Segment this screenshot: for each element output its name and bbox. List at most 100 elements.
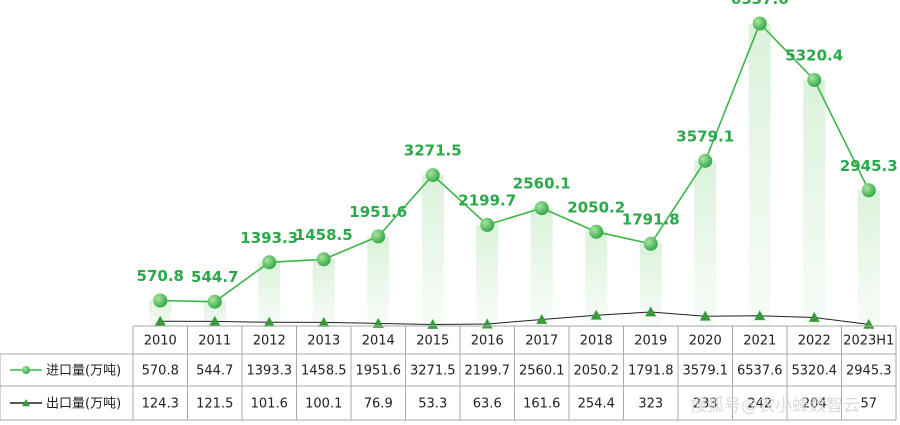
data-label: 2199.7: [458, 191, 516, 209]
marker: [316, 252, 331, 267]
bar: [203, 301, 226, 327]
table-cell: 57: [860, 397, 877, 412]
marker: [153, 293, 168, 308]
bar: [585, 231, 608, 327]
table-cell: 1951.6: [356, 364, 402, 379]
data-label: 544.7: [191, 268, 238, 286]
marker: [589, 224, 604, 239]
table-cell: 76.9: [364, 397, 393, 412]
marker: [590, 309, 602, 320]
table-cell: 161.6: [523, 397, 560, 412]
data-label: 5320.4: [785, 46, 843, 64]
marker: [536, 313, 548, 324]
bar: [530, 208, 553, 327]
table-cell: 242: [747, 397, 772, 412]
x-tick-label: 2015: [416, 334, 449, 349]
marker: [698, 153, 713, 168]
table-cell: 124.3: [142, 397, 179, 412]
x-tick-label: 2021: [743, 334, 776, 349]
table-cell: 204: [802, 397, 827, 412]
bar: [694, 160, 717, 327]
table-cell: 1791.8: [628, 364, 674, 379]
bar: [748, 23, 771, 328]
marker: [643, 236, 658, 251]
marker: [209, 315, 221, 326]
data-label: 2560.1: [513, 175, 571, 193]
table-cell: 6537.6: [737, 364, 783, 379]
table-cell: 544.7: [196, 364, 233, 379]
marker: [425, 168, 440, 183]
marker: [262, 255, 277, 270]
x-tick-label: 2013: [307, 334, 340, 349]
table-cell: 2199.7: [465, 364, 511, 379]
marker: [645, 306, 657, 317]
data-label: 2050.2: [567, 198, 625, 216]
table-cell: 323: [638, 397, 663, 412]
bar: [421, 175, 444, 327]
table-cell: 53.3: [418, 397, 447, 412]
table-cell: 2050.2: [574, 364, 620, 379]
series-line: [160, 22, 870, 303]
bar: [857, 190, 880, 327]
series-line: [160, 311, 869, 326]
table-cell: 233: [693, 397, 718, 412]
table-cell: 1458.5: [301, 364, 347, 379]
bar: [312, 259, 335, 327]
table-cell: 100.1: [305, 397, 342, 412]
table-cell: 3579.1: [683, 364, 729, 379]
bar: [639, 243, 662, 327]
marker: [480, 217, 495, 232]
table-cell: 101.6: [251, 397, 288, 412]
data-label: 2945.3: [840, 157, 898, 175]
data-label: 570.8: [137, 267, 184, 285]
marker: [808, 312, 820, 322]
legend-marker: [22, 366, 30, 374]
marker: [861, 183, 876, 198]
data-label: 1393.3: [240, 229, 298, 247]
marker: [372, 317, 384, 328]
x-tick-label: 2010: [144, 334, 177, 349]
table-cell: 3271.5: [410, 364, 456, 379]
marker: [318, 316, 330, 327]
table-cell: 254.4: [578, 397, 615, 412]
x-tick-label: 2012: [253, 334, 286, 349]
x-tick-label: 2017: [525, 334, 558, 349]
marker: [752, 16, 767, 31]
x-tick-label: 2014: [362, 334, 395, 349]
table-cell: 5320.4: [792, 364, 838, 379]
table-cell: 570.8: [142, 364, 179, 379]
marker: [154, 315, 166, 326]
marker: [263, 316, 275, 327]
legend-label: 进口量(万吨): [46, 364, 121, 379]
bar: [149, 300, 172, 327]
data-label: 1791.8: [622, 210, 680, 228]
data-label: 1458.5: [295, 226, 353, 244]
marker: [699, 310, 711, 321]
x-tick-label: 2011: [198, 334, 231, 349]
bar: [803, 79, 826, 327]
table-cell: 1393.3: [247, 364, 293, 379]
x-tick-label: 2019: [634, 334, 667, 349]
table-cell: 2945.3: [846, 364, 892, 379]
marker: [754, 310, 766, 321]
marker: [534, 201, 549, 216]
data-label: 6537.6: [731, 0, 789, 8]
data-label: 3271.5: [404, 142, 462, 160]
x-tick-label: 2016: [471, 334, 504, 349]
marker: [207, 294, 222, 309]
watermark: 搜狐号@农小蜂数智云: [690, 396, 860, 416]
data-label: 3579.1: [676, 127, 734, 145]
bar: [476, 224, 499, 327]
x-tick-label: 2022: [798, 334, 831, 349]
legend-label: 出口量(万吨): [46, 397, 121, 412]
table-cell: 2560.1: [519, 364, 565, 379]
x-tick-label: 2023H1: [843, 334, 894, 349]
data-label: 1951.6: [349, 203, 407, 221]
bar: [258, 262, 281, 327]
legend-marker: [22, 399, 30, 407]
x-tick-label: 2020: [689, 334, 722, 349]
table-cell: 121.5: [196, 397, 233, 412]
marker: [807, 72, 822, 87]
table-cell: 63.6: [473, 397, 502, 412]
